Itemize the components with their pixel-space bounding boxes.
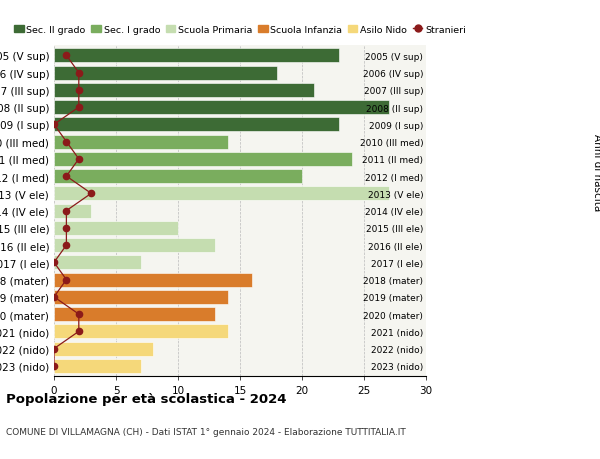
Bar (54, 118, 339, 132)
Bar (54, 359, 141, 373)
Bar (54, 325, 227, 339)
Bar (54, 204, 91, 218)
Text: Anni di nascita: Anni di nascita (592, 134, 600, 211)
Text: COMUNE DI VILLAMAGNA (CH) - Dati ISTAT 1° gennaio 2024 - Elaborazione TUTTITALIA: COMUNE DI VILLAMAGNA (CH) - Dati ISTAT 1… (6, 427, 406, 436)
Bar (54, 84, 314, 98)
Bar (54, 221, 178, 235)
Bar (54, 308, 215, 321)
Bar (54, 101, 389, 115)
Bar (54, 273, 253, 287)
Bar (54, 49, 339, 63)
Bar (54, 256, 141, 270)
Text: Popolazione per età scolastica - 2024: Popolazione per età scolastica - 2024 (6, 392, 287, 405)
Bar (54, 152, 352, 167)
Bar (54, 290, 227, 304)
Bar (54, 187, 389, 201)
Bar (54, 342, 153, 356)
Bar (54, 67, 277, 80)
Bar (54, 170, 302, 184)
Bar (54, 239, 215, 252)
Legend: Sec. II grado, Sec. I grado, Scuola Primaria, Scuola Infanzia, Asilo Nido, Stran: Sec. II grado, Sec. I grado, Scuola Prim… (14, 26, 466, 34)
Bar (54, 135, 227, 149)
